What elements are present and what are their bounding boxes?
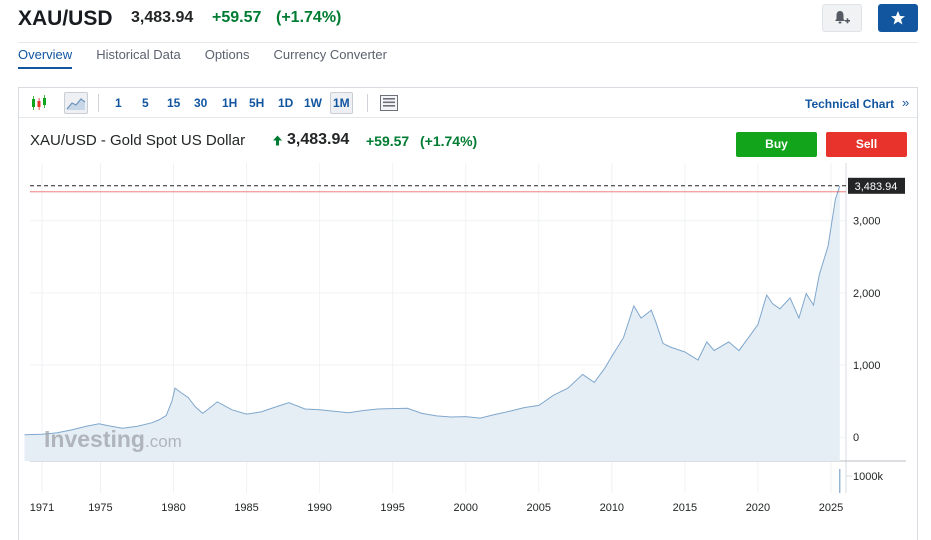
- x-tick-label: 1985: [234, 502, 258, 514]
- sell-button[interactable]: Sell: [826, 132, 907, 157]
- watermark-brand: Investing: [44, 426, 145, 452]
- chevron-right-icon: »: [902, 95, 910, 110]
- header-divider: [18, 42, 918, 43]
- area-chart-icon: [66, 98, 86, 110]
- watermark-suffix: .com: [145, 432, 182, 451]
- price-line: [24, 185, 841, 436]
- last-price-badge-label: 3,483.94: [855, 181, 898, 193]
- toolbar-divider: [98, 94, 99, 112]
- price-change: +59.57: [212, 9, 262, 26]
- x-tick-label: 1990: [307, 502, 331, 514]
- timeframe-1d[interactable]: 1D: [278, 96, 294, 110]
- chart-title: XAU/USD - Gold Spot US Dollar: [30, 132, 246, 149]
- price-change-percent: (+1.74%): [276, 9, 342, 26]
- tab-options[interactable]: Options: [204, 47, 250, 62]
- timeframe-5[interactable]: 5: [142, 96, 149, 110]
- y-tick-label: 3,000: [853, 216, 881, 228]
- x-tick-label: 1971: [30, 502, 54, 514]
- chart-toolbar: 1 5 15 30 1H 5H 1D 1W 1M Technical Chart…: [19, 88, 917, 118]
- volume-pane: 1000k: [839, 469, 883, 493]
- y-axis: 0 1,000 2,000 3,000: [853, 216, 881, 444]
- technical-chart-link[interactable]: Technical Chart: [805, 97, 895, 111]
- timeframe-1m[interactable]: 1M: [333, 96, 350, 110]
- timeframe-1[interactable]: 1: [115, 96, 122, 110]
- quote-header: XAU/USD 3,483.94 +59.57 (+1.74%): [0, 0, 931, 42]
- x-tick-label: 2010: [600, 502, 624, 514]
- timeframe-15[interactable]: 15: [167, 96, 181, 110]
- chart-price-change-percent: (+1.74%): [420, 133, 478, 149]
- last-price: 3,483.94: [131, 9, 194, 26]
- x-tick-label: 2005: [527, 502, 551, 514]
- instrument-symbol: XAU/USD: [18, 7, 113, 30]
- star-icon: [891, 11, 905, 25]
- last-price-marker: 3,483.94: [30, 177, 905, 194]
- arrow-up-icon: [273, 135, 282, 146]
- active-tab-underline: [18, 67, 72, 69]
- y-tick-label: 1,000: [853, 360, 881, 372]
- investing-watermark: Investing.com: [44, 426, 182, 452]
- last-price-badge: [848, 177, 905, 194]
- layout-icon[interactable]: [379, 93, 399, 113]
- x-tick-label: 2025: [819, 502, 843, 514]
- y-tick-label: 2,000: [853, 288, 881, 300]
- tab-overview[interactable]: Overview: [18, 47, 73, 62]
- timeframe-1h[interactable]: 1H: [222, 96, 238, 110]
- x-tick-label: 2000: [453, 502, 477, 514]
- x-tick-label: 2015: [673, 502, 697, 514]
- chart-last-price: 3,483.94: [287, 131, 350, 148]
- timeframe-30[interactable]: 30: [194, 96, 208, 110]
- x-axis: 1971 1975 1980 1985 1990 1995 2000 2005 2010 2015…: [30, 502, 843, 514]
- volume-tick-label: 1000k: [853, 471, 883, 483]
- page-tabs: Overview Historical Data Options Currenc…: [18, 47, 411, 69]
- x-tick-label: 1980: [161, 502, 185, 514]
- x-tick-label: 1995: [380, 502, 404, 514]
- create-alert-button[interactable]: [822, 4, 862, 32]
- candlestick-icon[interactable]: [29, 93, 49, 113]
- chart-panel: 1 5 15 30 1H 5H 1D 1W 1M Technical Chart…: [18, 87, 918, 540]
- timeframe-5h[interactable]: 5H: [249, 96, 265, 110]
- toolbar-divider: [367, 94, 368, 112]
- area-chart-button[interactable]: [64, 92, 88, 114]
- x-tick-label: 1975: [88, 502, 112, 514]
- bell-plus-icon: [835, 11, 850, 24]
- add-to-watchlist-button[interactable]: [878, 4, 918, 32]
- buy-button[interactable]: Buy: [736, 132, 817, 157]
- x-tick-label: 2020: [746, 502, 770, 514]
- tab-historical-data[interactable]: Historical Data: [96, 47, 181, 62]
- active-timeframe-highlight: [330, 92, 353, 114]
- y-tick-label: 0: [853, 432, 859, 444]
- tab-currency-converter[interactable]: Currency Converter: [273, 47, 387, 62]
- chart-price-change: +59.57: [366, 133, 410, 149]
- price-area: [24, 185, 840, 462]
- timeframe-1w[interactable]: 1W: [304, 96, 322, 110]
